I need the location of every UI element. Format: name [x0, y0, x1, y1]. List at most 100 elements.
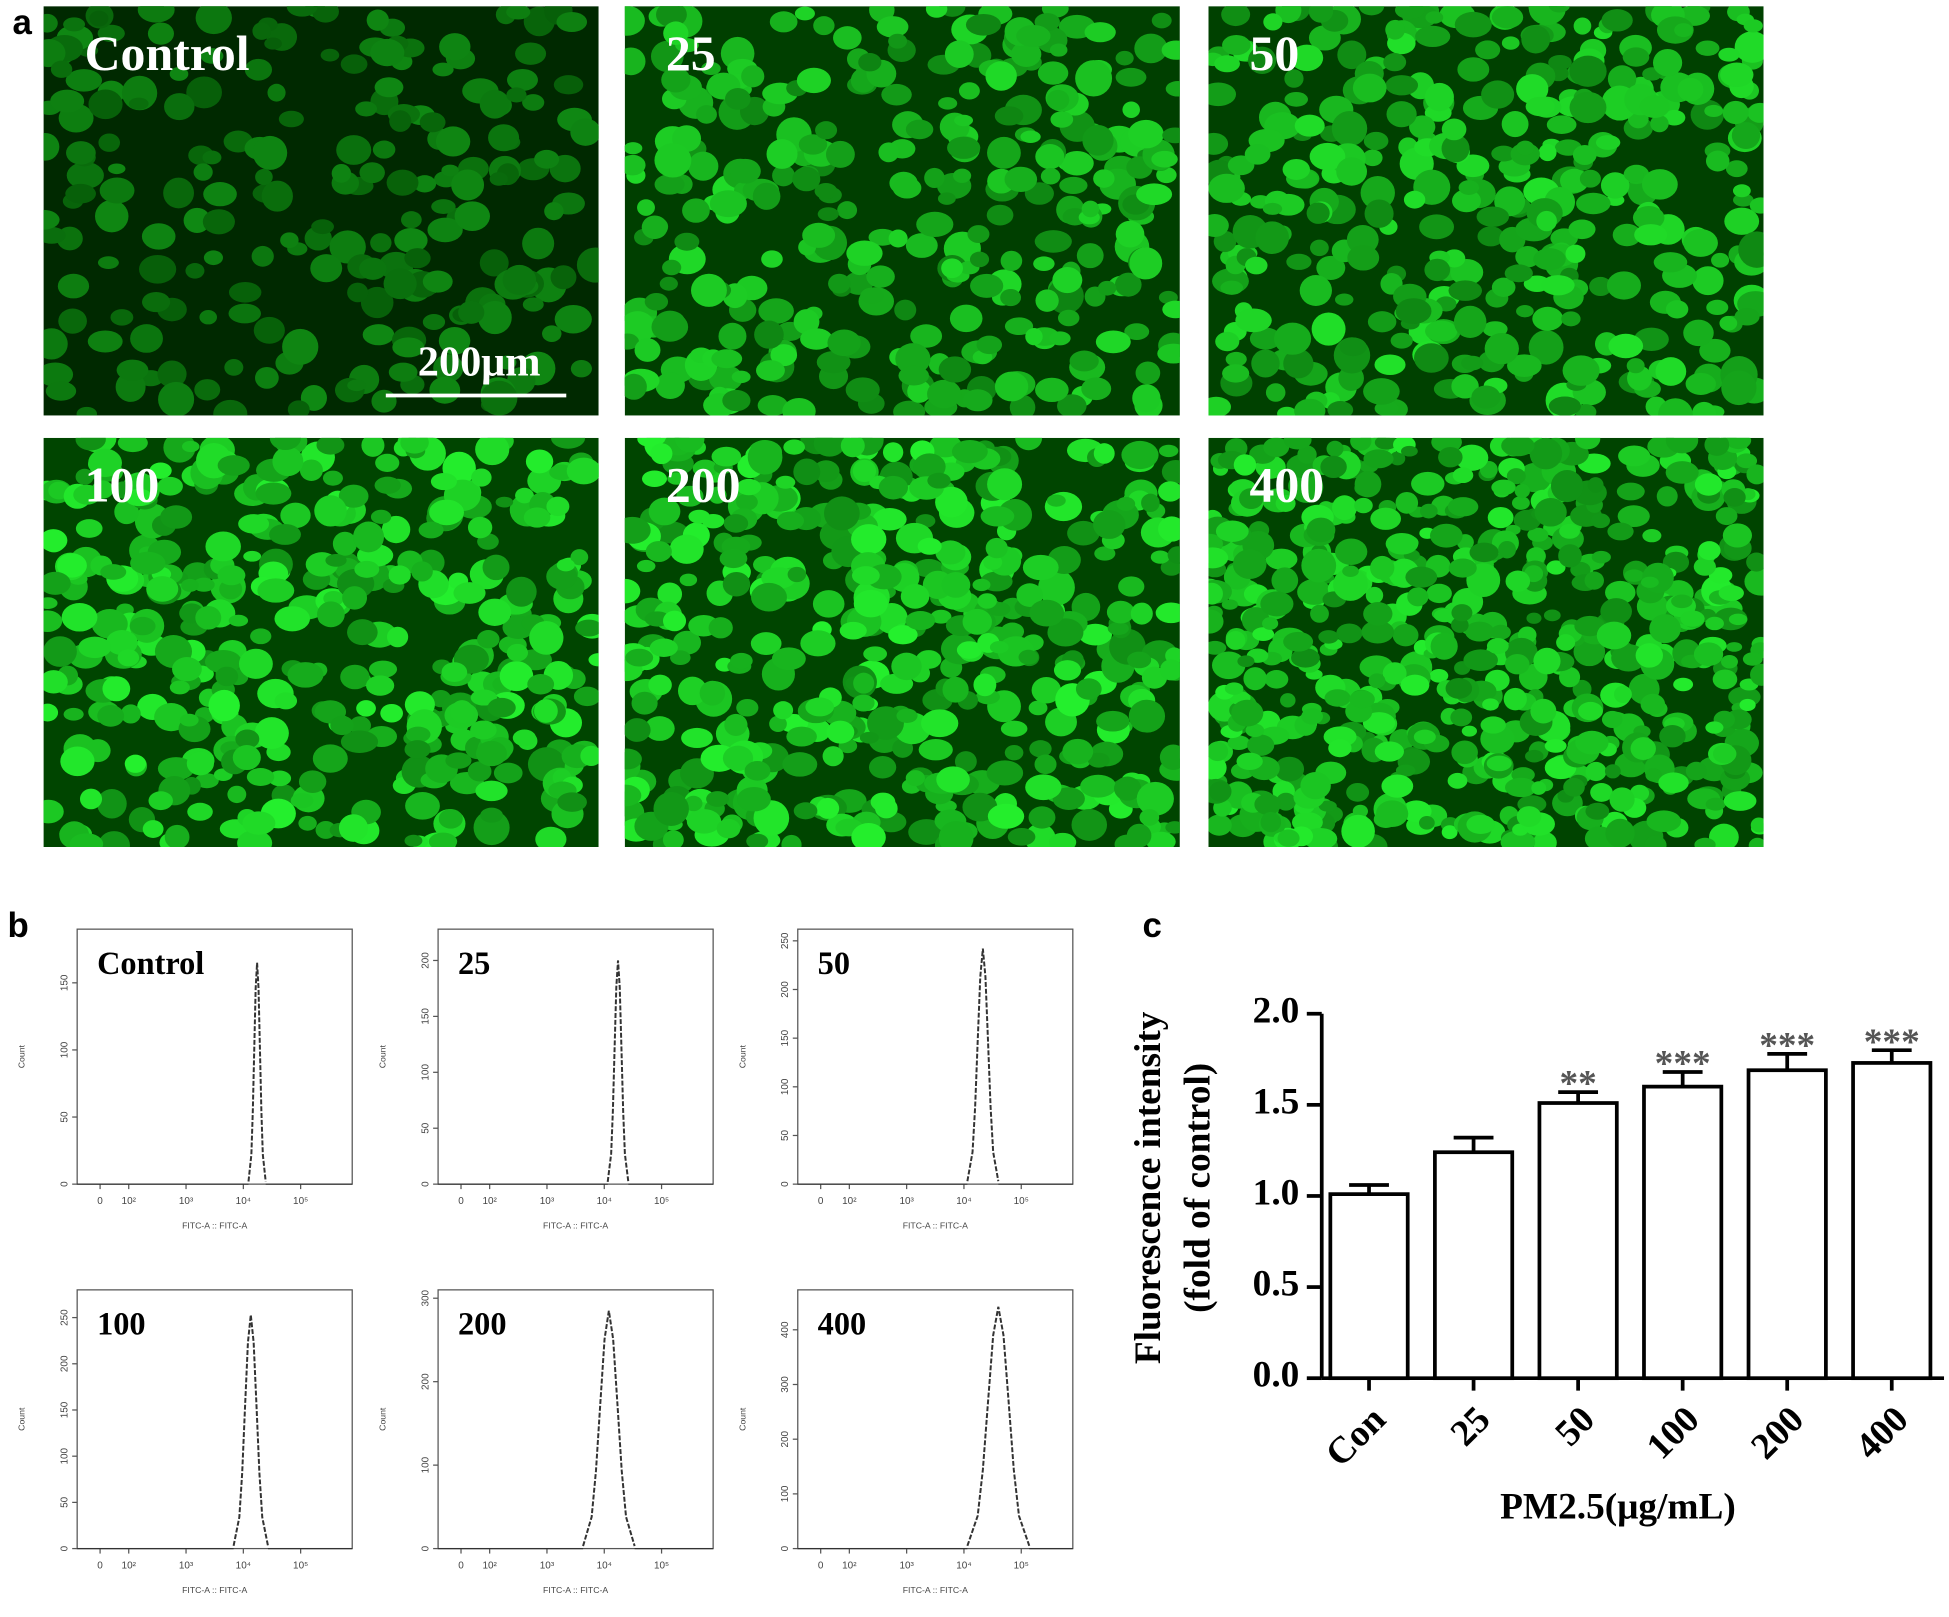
cell: [751, 582, 787, 612]
cell: [1448, 280, 1483, 301]
cell: [404, 248, 431, 269]
cell: [525, 449, 554, 474]
cell: [1414, 343, 1449, 373]
x-axis-label: FITC-A :: FITC-A: [543, 1221, 608, 1231]
cell: [1407, 587, 1429, 607]
x-tick-label: 10⁴: [956, 1196, 971, 1207]
cell: [1233, 454, 1257, 476]
cell: [110, 309, 134, 326]
micrograph-label: 200: [666, 458, 741, 513]
cell: [298, 815, 317, 831]
cell: [570, 549, 589, 566]
cell: [1546, 560, 1566, 575]
cell: [1605, 580, 1636, 605]
cell: [251, 245, 274, 267]
cell: [394, 228, 428, 253]
cell: [657, 582, 683, 606]
cell: [1283, 631, 1314, 652]
cell: [1096, 710, 1130, 732]
cell: [1294, 398, 1326, 416]
x-tick-label: 10⁵: [1014, 1196, 1029, 1207]
cell: [1243, 667, 1267, 691]
cell: [1222, 35, 1251, 56]
cell: [1127, 651, 1152, 669]
cell: [1004, 744, 1024, 761]
cell: [1362, 149, 1383, 167]
cell: [433, 354, 464, 383]
cell: [624, 333, 639, 350]
cell: [662, 259, 682, 276]
cell: [108, 163, 126, 175]
cell: [1590, 782, 1613, 802]
cell: [372, 140, 396, 159]
cell: [1221, 6, 1251, 27]
cell: [866, 265, 895, 288]
cell: [194, 379, 221, 401]
panel-label: b: [7, 906, 28, 945]
cell: [719, 548, 748, 569]
cell: [1046, 89, 1070, 111]
cell: [853, 672, 875, 694]
cell: [1693, 557, 1716, 576]
cell: [644, 716, 675, 741]
cell: [43, 597, 58, 609]
cell: [942, 676, 969, 703]
cell: [1574, 615, 1606, 637]
cell: [1528, 330, 1564, 365]
cell: [1738, 231, 1764, 268]
cell: [1249, 327, 1282, 350]
y-tick-label: 100: [780, 1078, 791, 1095]
cell: [1704, 437, 1730, 456]
cell: [431, 199, 456, 214]
cell: [1011, 41, 1042, 68]
cell: [50, 60, 73, 78]
cell: [479, 89, 510, 119]
cell: [937, 192, 956, 205]
cell: [1286, 253, 1312, 270]
cell: [1491, 145, 1516, 162]
cell: [88, 89, 123, 120]
cell: [66, 141, 96, 165]
cell: [624, 516, 651, 544]
cell: [228, 281, 262, 303]
cell: [1527, 527, 1549, 542]
cell: [1339, 337, 1367, 357]
cell: [280, 232, 299, 249]
cell: [882, 442, 904, 463]
cell: [181, 578, 199, 592]
cell: [969, 251, 990, 268]
cell: [954, 114, 974, 127]
y-axis-label: Count: [378, 1407, 388, 1431]
cell: [1732, 193, 1754, 207]
cell: [1056, 394, 1087, 416]
cell: [299, 459, 323, 481]
cell: [852, 566, 880, 586]
cell: [1374, 437, 1398, 450]
cell: [825, 140, 855, 168]
cell: [800, 630, 836, 657]
cell: [89, 10, 109, 27]
cell: [1572, 144, 1597, 165]
cell: [1076, 243, 1104, 269]
cell: [1589, 276, 1612, 297]
cell: [878, 142, 899, 163]
cell: [355, 101, 378, 117]
cell: [438, 808, 463, 829]
y-tick-label: 150: [59, 974, 70, 991]
cell: [798, 134, 828, 155]
cell: [1095, 330, 1131, 354]
cell: [1705, 721, 1724, 734]
cell: [1569, 55, 1607, 87]
cell: [669, 534, 704, 564]
cell: [361, 437, 385, 457]
cell: [1363, 449, 1394, 469]
cell: [1543, 609, 1561, 622]
cell: [1028, 700, 1048, 716]
cell: [1390, 332, 1413, 349]
cell: [554, 304, 592, 334]
cell: [478, 300, 512, 335]
cell: [1726, 437, 1752, 450]
cell: [1533, 248, 1566, 271]
cell: [322, 470, 343, 486]
cell: [1530, 698, 1557, 724]
